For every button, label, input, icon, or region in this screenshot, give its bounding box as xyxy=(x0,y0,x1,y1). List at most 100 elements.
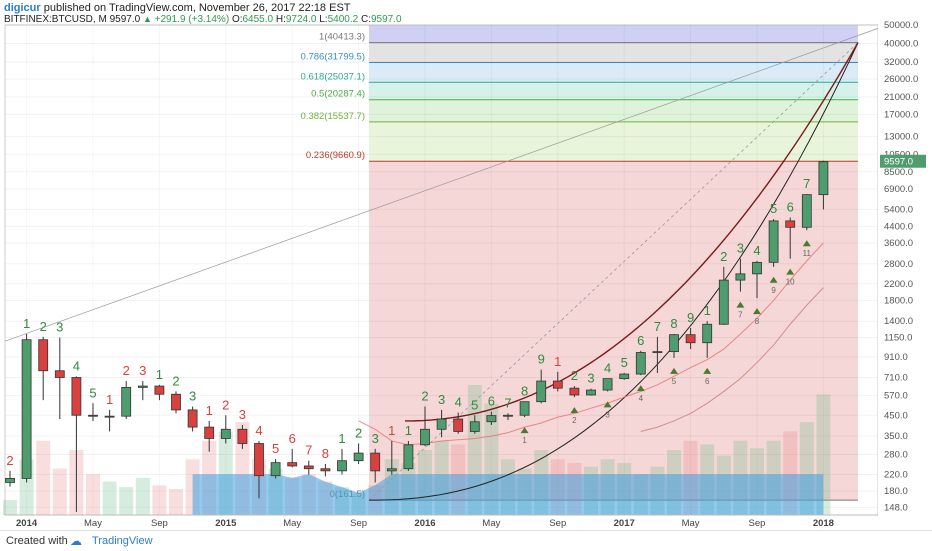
count-label: 3 xyxy=(372,431,379,446)
upper-parabolic-curve xyxy=(404,42,859,422)
candle-body xyxy=(685,334,696,344)
time-axis: 2014 May Sep 2015 May Sep 2016 May Sep 2017 May Sep… xyxy=(5,514,878,529)
candle-body xyxy=(121,386,132,417)
price-tick: 450.0 xyxy=(884,410,908,421)
count-label: 1 xyxy=(405,423,412,438)
candle-body xyxy=(154,385,165,395)
author[interactable]: digicur xyxy=(4,2,41,14)
count-label: 3 xyxy=(737,241,744,256)
signal-label: 4 xyxy=(639,394,644,403)
signal-triangle xyxy=(736,301,745,308)
signal-label: 9 xyxy=(771,286,776,295)
o-value: 6455.0 xyxy=(242,14,274,25)
count-label: 7 xyxy=(654,319,661,334)
count-label: 3 xyxy=(438,392,445,407)
price-tick: 2800.0 xyxy=(884,259,913,270)
volume-bar xyxy=(3,500,17,515)
count-label: 3 xyxy=(139,363,146,378)
volume-bar xyxy=(119,487,134,515)
candle-body xyxy=(88,414,98,417)
symbol: BITFINEX:BTCUSD, M xyxy=(4,14,107,25)
count-label: 7 xyxy=(504,395,511,410)
publish-info: digicur published on TradingView.com, No… xyxy=(4,2,351,14)
price-axis-bg xyxy=(878,25,932,515)
candles xyxy=(5,160,829,512)
signal-triangle xyxy=(603,401,612,408)
price-tick: 50000.0 xyxy=(884,20,918,31)
change: +291.9 (+3.14%) xyxy=(154,14,230,25)
count-label: 7 xyxy=(803,176,810,191)
price-tick: 17000.0 xyxy=(884,109,918,120)
lower-parabolic-curve xyxy=(368,42,859,501)
price-tick: 350.0 xyxy=(884,431,908,442)
long-trend-line xyxy=(4,28,879,342)
price-tick: 280.0 xyxy=(884,450,908,461)
tradingview-link[interactable]: TradingView xyxy=(92,535,153,547)
count-label: 4 xyxy=(455,395,462,410)
volume-bar xyxy=(169,489,183,515)
volume-bar xyxy=(152,485,167,515)
count-label: 1 xyxy=(106,392,113,407)
count-label: 1 xyxy=(388,423,395,438)
price-tick: 8500.0 xyxy=(884,167,913,178)
signal-triangle xyxy=(786,268,795,275)
volume-bar xyxy=(102,481,117,515)
signal-label: 3 xyxy=(605,410,610,419)
symbol-info: BITFINEX:BTCUSD, M 9597.0 ▲ +291.9 (+3.1… xyxy=(4,14,402,25)
candle-body xyxy=(652,351,663,354)
count-label: 5 xyxy=(770,201,777,216)
candle-body xyxy=(752,261,762,275)
price-axis: 50000.0 40000.0 32000.0 26000.0 21000.0 17000… xyxy=(878,20,932,515)
count-label: 1 xyxy=(23,316,30,331)
candle-body xyxy=(270,462,281,477)
time-tick: Sep xyxy=(350,518,367,529)
count-label: 6 xyxy=(488,394,495,409)
fib-label: 0.5(20287.4) xyxy=(311,89,365,100)
candle-body xyxy=(436,418,447,430)
price-tick: 6900.0 xyxy=(884,184,913,195)
candle-body xyxy=(171,393,181,411)
count-label: 2 xyxy=(172,373,179,388)
volume-bar xyxy=(135,477,150,515)
price-tick: 1400.0 xyxy=(884,316,913,327)
h-label: H: xyxy=(275,14,286,25)
fib-zone xyxy=(369,62,858,83)
count-label: 8 xyxy=(670,316,677,331)
count-label: 3 xyxy=(189,389,196,404)
count-label: 1 xyxy=(554,354,561,369)
signal-triangle xyxy=(703,367,712,374)
candle-body xyxy=(54,370,65,378)
time-tick: May xyxy=(682,518,700,529)
o-label: O: xyxy=(231,14,243,25)
candle-body xyxy=(320,468,331,472)
price-tick: 32000.0 xyxy=(884,57,918,68)
count-label: 2 xyxy=(40,319,47,334)
price-tick: 570.0 xyxy=(884,391,908,402)
fib-label: 1(40413.3) xyxy=(319,32,365,43)
count-label: 1 xyxy=(704,303,711,318)
count-label: 9 xyxy=(687,310,694,325)
signal-label: 5 xyxy=(672,377,677,386)
count-label: 8 xyxy=(322,446,329,461)
volume-bars xyxy=(3,385,831,515)
signal-triangle xyxy=(802,240,811,247)
count-label: 3 xyxy=(587,371,594,386)
time-tick: 2014 xyxy=(16,518,38,529)
price-tick: 180.0 xyxy=(884,486,908,497)
price-tick: 5400.0 xyxy=(884,204,913,215)
price-tick: 220.0 xyxy=(884,470,908,481)
fib-label: 0.786(31799.5) xyxy=(301,51,365,62)
signal-triangle xyxy=(570,407,579,414)
count-label: 2 xyxy=(222,397,229,412)
count-label: 3 xyxy=(56,320,63,335)
footer: Created with ☁ TradingView xyxy=(0,530,932,551)
count-label: 4 xyxy=(255,423,262,438)
volume-area xyxy=(192,474,824,515)
candle-body xyxy=(602,378,613,391)
count-label: 2 xyxy=(123,363,130,378)
count-label: 8 xyxy=(521,384,528,399)
candle-body xyxy=(353,452,364,462)
created-with: Created with xyxy=(6,535,68,547)
candle-body xyxy=(38,339,49,372)
